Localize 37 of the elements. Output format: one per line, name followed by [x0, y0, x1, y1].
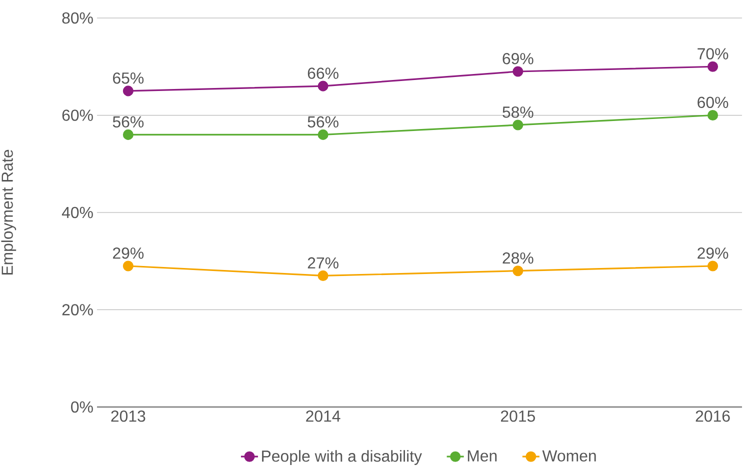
point: [707, 61, 718, 72]
point: [707, 260, 718, 272]
point: [512, 120, 524, 130]
data-label: 29%: [113, 248, 144, 259]
data-label: 69%: [502, 53, 534, 64]
data-label: 60%: [698, 96, 728, 108]
point: [318, 270, 328, 281]
point: [318, 129, 328, 140]
data-label: 29%: [698, 248, 728, 259]
x-tick-label: 2015: [500, 410, 535, 422]
y-tick-label: 20%: [62, 304, 93, 316]
y-tick-label: 60%: [62, 110, 93, 121]
data-label: 58%: [502, 106, 534, 118]
legend-label: Men: [468, 450, 497, 462]
data-label: 56%: [308, 116, 338, 128]
y-axis-title: Employment Rate: [1, 150, 16, 275]
legend-label: People with a disability: [262, 450, 422, 465]
data-label: 70%: [698, 48, 728, 60]
x-tick-label: 2013: [111, 410, 146, 422]
data-label: 65%: [113, 72, 144, 84]
point: [122, 129, 134, 140]
y-tick-label: 0%: [71, 401, 93, 413]
point: [512, 66, 524, 77]
point: [512, 266, 524, 276]
x-tick-label: 2014: [306, 410, 340, 422]
point: [122, 86, 134, 96]
point: [707, 110, 718, 121]
data-label: 27%: [308, 257, 338, 269]
y-tick-label: 40%: [62, 206, 93, 218]
data-label: 66%: [308, 68, 338, 79]
y-tick-label: 80%: [62, 12, 93, 24]
point: [318, 80, 328, 92]
legend-label: Women: [542, 450, 596, 462]
data-label: 28%: [502, 252, 534, 264]
x-tick-label: 2016: [696, 410, 730, 422]
point: [122, 260, 134, 272]
data-label: 56%: [112, 116, 144, 128]
